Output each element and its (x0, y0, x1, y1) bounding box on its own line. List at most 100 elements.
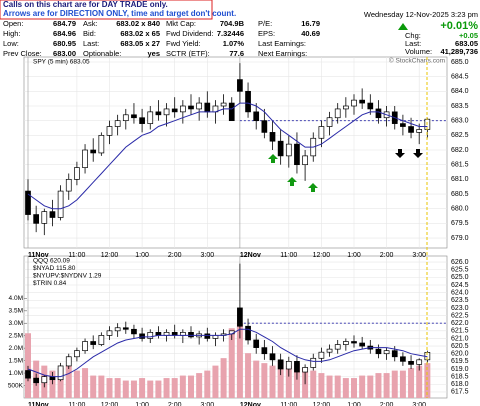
candle-body (408, 361, 414, 365)
volume-tick-label: 3.0M (9, 320, 23, 327)
candle-body (220, 102, 227, 107)
x-tick-label: 1:00 (135, 402, 149, 406)
volume-bar (25, 333, 31, 398)
volume-tick-label: 1.5M (9, 357, 23, 364)
field-label: High: (3, 29, 21, 38)
candle-body (326, 117, 333, 127)
volume-label: Volume: (405, 47, 432, 56)
volume-bar (334, 375, 341, 398)
candle-body (139, 117, 145, 124)
volume-bar (326, 375, 333, 398)
volume-bar (49, 370, 56, 398)
field-value: 684.96 (53, 29, 76, 38)
field-value: 683.00 (53, 49, 76, 58)
x-tick-label: 11Nov (28, 252, 49, 259)
volume-bar (351, 378, 357, 398)
candle-body (188, 105, 194, 110)
candle-body (122, 114, 129, 122)
field-value: 683.05 x 27 (120, 39, 160, 48)
volume-bar (114, 378, 121, 398)
legend-entry: SPY (5 min) 683.05 (33, 59, 90, 66)
x-tick-label: 12:00 (101, 402, 119, 406)
candle-body (334, 108, 341, 119)
volume-bar (285, 365, 292, 398)
y-tick-label: 680.0 (451, 206, 469, 213)
x-tick-label: 2:00 (168, 252, 182, 259)
candle-body (122, 327, 129, 330)
x-tick-label: 3:00 (412, 252, 426, 259)
candle-body (245, 325, 251, 341)
volume-bar (122, 380, 129, 398)
candle-body (98, 134, 105, 154)
candle-body (49, 211, 56, 218)
volume-bar (130, 380, 137, 398)
field-label: Ask: (83, 19, 98, 28)
y-tick-label: 621.5 (451, 328, 469, 335)
volume-bar (399, 370, 406, 398)
y-tick-label: 623.5 (451, 297, 469, 304)
volume-tick-label: 500K (8, 382, 24, 389)
field-label: Prev Close: (3, 49, 42, 58)
volume-bar (204, 370, 211, 398)
y-tick-label: 681.5 (451, 162, 469, 169)
volume-bar (196, 373, 203, 398)
x-tick-label: 3:00 (412, 402, 426, 406)
y-tick-label: 619.5 (451, 358, 469, 365)
candle-body (204, 102, 211, 113)
volume-bar (106, 378, 113, 398)
candle-body (400, 123, 406, 127)
moving-average (27, 102, 428, 210)
x-tick-label: 3:00 (200, 252, 214, 259)
field-value: 680.95 (53, 39, 76, 48)
note-line: Arrows are for DIRECTION ONLY, time and … (3, 9, 236, 18)
volume-bar (261, 363, 268, 398)
candle-body (114, 327, 121, 332)
x-tick-label: 11:00 (280, 402, 297, 406)
up-arrow (268, 154, 278, 163)
x-tick-label: 12:00 (101, 252, 119, 259)
y-tick-label: 626.0 (451, 259, 469, 266)
volume-bar (269, 365, 276, 398)
volume-bar (367, 375, 374, 398)
x-tick-label: 1:00 (347, 402, 361, 406)
candle-body (228, 102, 235, 122)
field-value: 1.07% (223, 39, 245, 48)
y-tick-label: 621.0 (451, 335, 469, 342)
volume-bar (220, 358, 227, 398)
candle-body (237, 79, 243, 92)
field-label: Last Earnings: (258, 39, 306, 48)
x-tick-label: 12:00 (313, 252, 331, 259)
y-tick-label: 680.5 (451, 191, 469, 198)
candle-body (204, 333, 211, 339)
y-tick-label: 682.5 (451, 132, 469, 139)
candle-body (416, 129, 423, 133)
candle-body (41, 376, 48, 384)
volume-tick-label: 2.0M (9, 345, 23, 352)
volume-tick-label: 3.5M (9, 308, 23, 315)
candle-body (114, 120, 121, 127)
y-tick-label: 685.0 (451, 59, 469, 66)
field-label: Last: (83, 39, 99, 48)
candle-body (302, 155, 308, 166)
volume-bar (293, 363, 300, 398)
field-value: 683.02 x 840 (116, 19, 160, 28)
field-value: 684.79 (53, 19, 76, 28)
field-value: 40.69 (301, 29, 320, 38)
volume-bar (416, 365, 423, 398)
candle-body (131, 114, 137, 119)
volume-bar (253, 360, 260, 398)
candle-body (318, 351, 325, 359)
candle-body (277, 359, 284, 370)
quote-percent: +0.01% (440, 20, 478, 32)
volume-bar (73, 370, 80, 398)
candle-body (261, 120, 268, 133)
candle-body (65, 356, 72, 367)
candle-body (334, 344, 341, 350)
candle-body (351, 99, 357, 107)
candle-body (65, 178, 72, 192)
candle-body (155, 111, 162, 116)
field-label: Bid: (83, 29, 96, 38)
candle-body (139, 333, 145, 339)
field-label: Next Earnings: (258, 49, 307, 58)
